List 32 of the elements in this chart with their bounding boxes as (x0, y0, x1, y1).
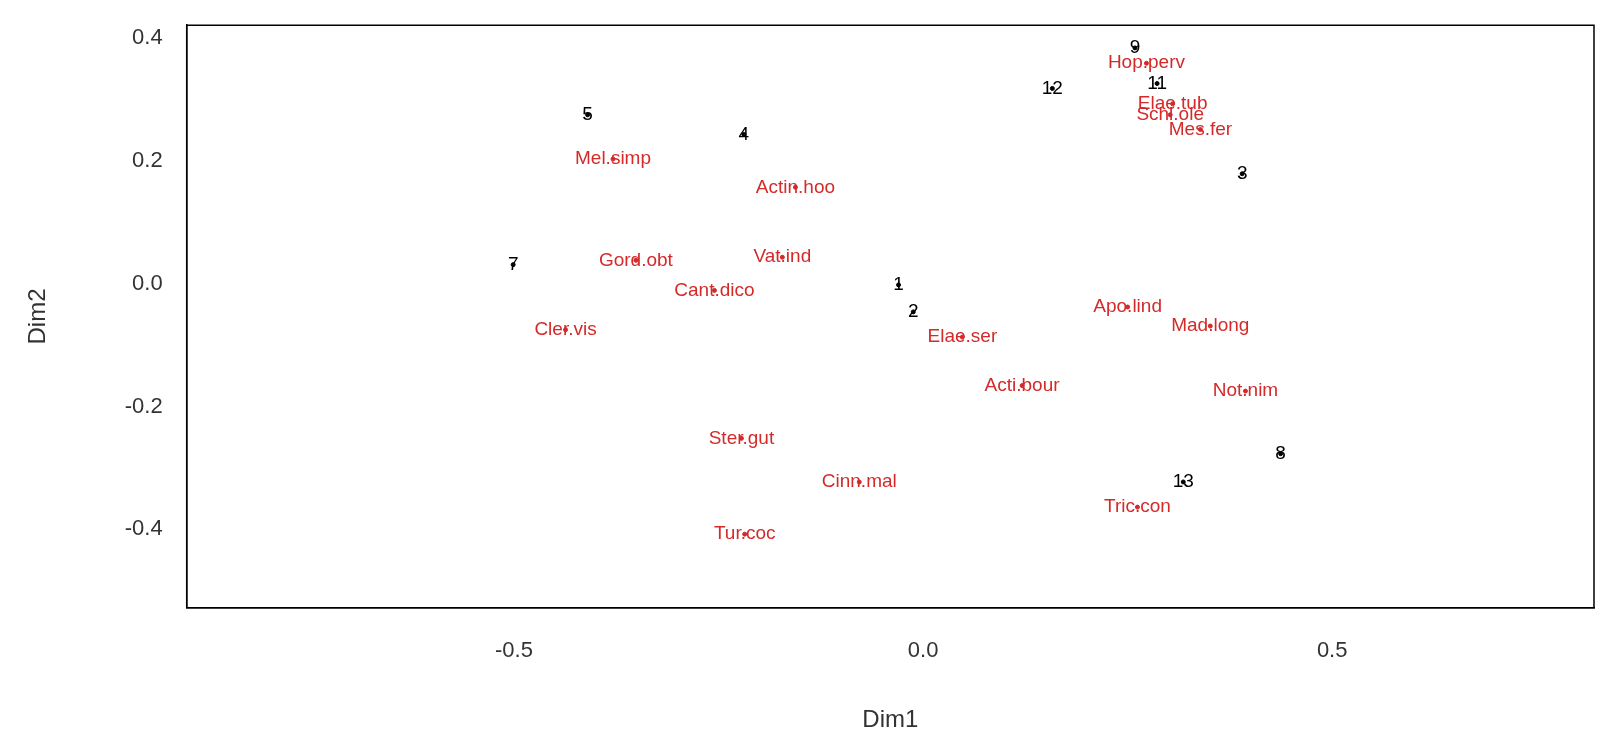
annotation: Gord.obt (598, 248, 674, 270)
y-axis-title: Dim2 (23, 288, 51, 345)
annotation: 5 (582, 103, 593, 125)
annotation: 8 (1275, 441, 1286, 463)
annotation: Ster.gut (708, 426, 775, 448)
y-tick-label: -0.4 (124, 515, 163, 541)
annotation: 11 (1147, 71, 1167, 93)
annotation: Cinn.mal (821, 470, 897, 492)
annotation: Tric.con (1104, 495, 1171, 517)
x-axis-title: Dim1 (862, 705, 919, 733)
y-tick-label: -0.2 (124, 392, 163, 418)
y-tick-label: 0.0 (132, 269, 163, 295)
annotation: Mel.simp (574, 147, 651, 169)
annotation: Mad.long (1171, 314, 1250, 336)
annotation: 13 (1172, 470, 1194, 492)
y-tick-label: 0.4 (132, 24, 163, 50)
annotation: Acti.bour (984, 373, 1061, 395)
annotation: 9 (1129, 36, 1141, 58)
x-tick-label: 0.5 (1316, 637, 1348, 663)
annotation: Apo.lind (1093, 295, 1162, 317)
annotation: Cant.dico (674, 278, 755, 300)
annotation: Not.nim (1212, 379, 1279, 401)
annotation: Tur.coc (713, 522, 776, 544)
x-tick-label: 0.0 (907, 637, 939, 663)
annotation: Vat.ind (753, 245, 812, 267)
annotation: 12 (1041, 76, 1063, 98)
x-tick-label: -0.5 (495, 637, 533, 663)
annotation: Cler.vis (534, 317, 597, 339)
y-tick-label: 0.2 (132, 146, 163, 172)
annotation: 4 (738, 122, 750, 144)
annotation: Elae.ser (927, 325, 998, 347)
annotation: Actin.hoo (755, 175, 836, 197)
